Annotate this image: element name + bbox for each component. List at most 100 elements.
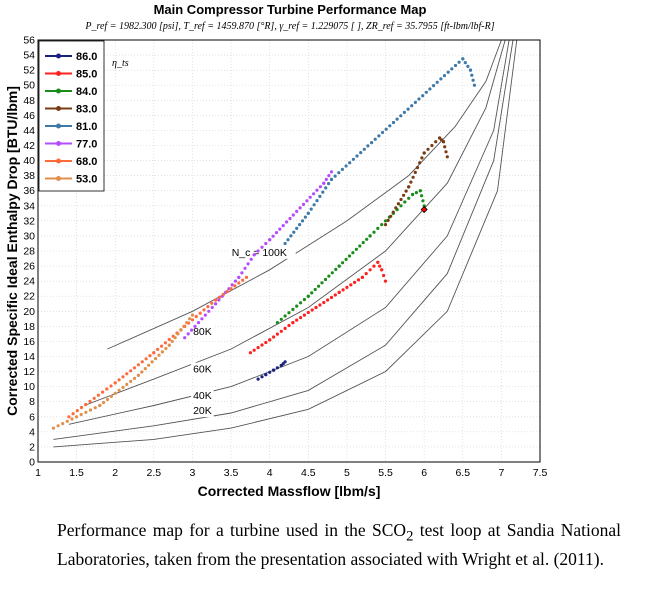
series-point-84.0 <box>351 251 355 255</box>
series-point-84.0 <box>291 307 295 311</box>
series-point-68.0 <box>206 305 210 309</box>
series-point-81.0 <box>348 161 352 165</box>
series-point-85.0 <box>287 323 291 328</box>
series-point-68.0 <box>132 366 137 370</box>
series-point-84.0 <box>317 284 321 288</box>
speed-line <box>84 39 506 406</box>
series-point-68.0 <box>79 405 84 410</box>
speed-line-label: 80K <box>193 326 212 338</box>
series-point-85.0 <box>283 326 287 330</box>
series-point-85.0 <box>349 283 353 287</box>
series-point-53.0 <box>147 363 151 367</box>
series-point-77.0 <box>190 328 194 332</box>
series-point-84.0 <box>354 247 358 251</box>
series-point-84.0 <box>421 199 425 203</box>
series-point-85.0 <box>380 268 384 272</box>
series-point-81.0 <box>283 241 287 246</box>
legend-marker <box>56 53 61 59</box>
series-point-53.0 <box>102 400 106 405</box>
series-point-83.0 <box>396 202 400 206</box>
series-point-68.0 <box>113 381 117 385</box>
series-point-68.0 <box>167 337 171 342</box>
series-point-81.0 <box>432 84 436 88</box>
series-point-85.0 <box>345 285 349 289</box>
series-point-68.0 <box>152 351 156 355</box>
series-point-83.0 <box>399 197 403 202</box>
series-point-68.0 <box>75 409 79 413</box>
series-point-83.0 <box>407 185 411 189</box>
series-point-81.0 <box>359 151 363 155</box>
series-point-85.0 <box>378 264 382 268</box>
legend-title: η_ts <box>112 58 129 69</box>
figure-caption: Performance map for a turbine used in th… <box>57 519 621 570</box>
series-point-53.0 <box>167 343 171 347</box>
series-point-81.0 <box>463 61 467 65</box>
series-point-84.0 <box>403 200 407 204</box>
series-point-68.0 <box>194 314 198 319</box>
x-tick-label: 6.5 <box>455 467 470 479</box>
series-point-84.0 <box>358 244 362 248</box>
series-point-84.0 <box>365 237 369 241</box>
series-point-68.0 <box>190 318 195 322</box>
series-point-81.0 <box>351 157 355 161</box>
y-tick-label: 0 <box>29 457 35 469</box>
series-point-68.0 <box>225 289 229 294</box>
series-point-68.0 <box>101 390 105 394</box>
series-point-83.0 <box>434 140 438 144</box>
series-point-81.0 <box>306 211 310 215</box>
series-point-53.0 <box>51 426 56 430</box>
series-point-85.0 <box>260 343 264 347</box>
series-point-81.0 <box>413 100 417 104</box>
x-tick-label: 3.5 <box>224 467 239 479</box>
series-point-84.0 <box>323 277 328 282</box>
series-point-84.0 <box>414 191 418 195</box>
series-point-85.0 <box>322 300 326 305</box>
y-tick-label: 30 <box>23 230 35 242</box>
series-point-84.0 <box>302 297 306 302</box>
series-point-53.0 <box>154 357 158 361</box>
series-point-81.0 <box>402 110 406 114</box>
series-point-53.0 <box>129 379 133 383</box>
series-point-81.0 <box>442 74 447 78</box>
chart-title: Main Compressor Turbine Performance Map <box>154 2 427 17</box>
series-point-81.0 <box>446 70 450 74</box>
series-point-77.0 <box>246 262 250 266</box>
series-point-81.0 <box>399 114 403 118</box>
series-point-68.0 <box>129 369 133 373</box>
series-point-77.0 <box>227 287 231 291</box>
y-tick-label: 44 <box>23 125 35 137</box>
series-point-77.0 <box>327 174 331 178</box>
series-point-85.0 <box>264 340 268 345</box>
series-point-83.0 <box>426 147 430 151</box>
legend-marker <box>56 176 61 181</box>
series-point-81.0 <box>286 238 290 242</box>
series-point-81.0 <box>333 174 337 178</box>
series-point-77.0 <box>233 279 238 283</box>
series-point-77.0 <box>271 234 275 238</box>
series-point-53.0 <box>176 332 180 336</box>
x-tick-label: 2 <box>112 467 118 479</box>
series-point-77.0 <box>318 185 322 189</box>
series-point-81.0 <box>315 199 319 203</box>
speed-label-bg <box>191 324 214 338</box>
series-point-81.0 <box>406 107 410 111</box>
series-point-86.0 <box>275 366 279 370</box>
series-point-85.0 <box>314 305 318 310</box>
x-tick-label: 1 <box>35 467 41 479</box>
series-point-83.0 <box>404 189 408 193</box>
series-point-81.0 <box>324 186 328 190</box>
series-point-84.0 <box>407 196 411 200</box>
series-point-85.0 <box>295 318 299 322</box>
y-tick-label: 26 <box>23 261 35 273</box>
x-tick-label: 5.5 <box>378 467 393 479</box>
y-tick-label: 24 <box>23 276 35 288</box>
y-tick-label: 40 <box>23 155 35 167</box>
series-point-77.0 <box>237 275 241 279</box>
series-point-81.0 <box>435 80 439 84</box>
series-point-81.0 <box>421 94 425 98</box>
speed-label-bg <box>229 245 296 259</box>
y-tick-label: 8 <box>29 396 35 408</box>
series-point-53.0 <box>188 317 192 321</box>
legend-label: 84.0 <box>76 86 97 98</box>
series-point-83.0 <box>409 180 413 184</box>
